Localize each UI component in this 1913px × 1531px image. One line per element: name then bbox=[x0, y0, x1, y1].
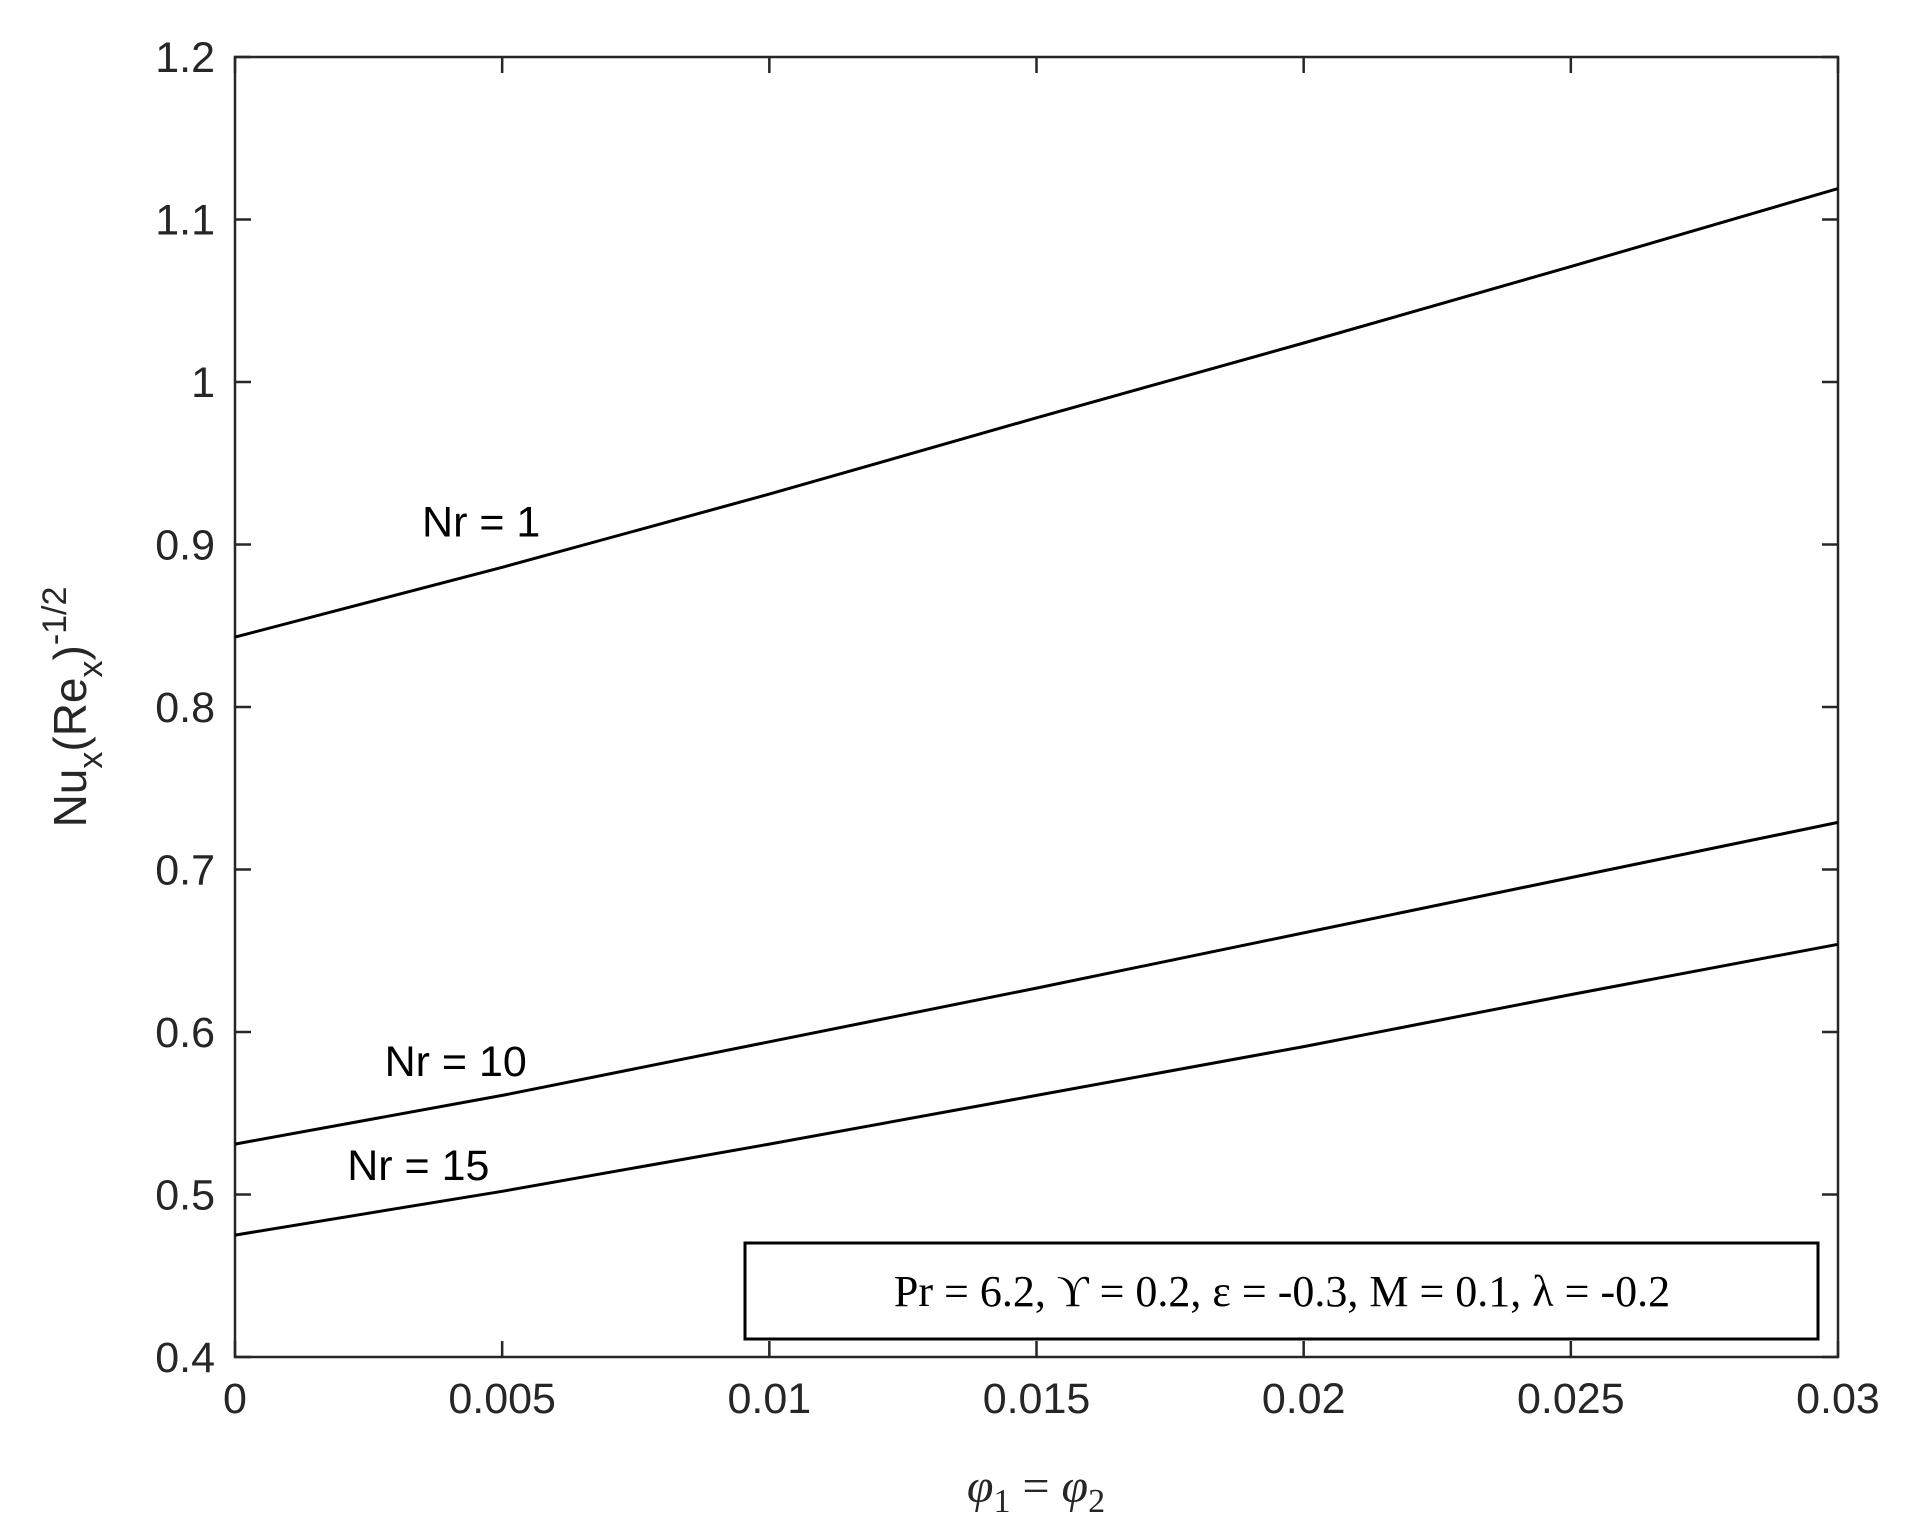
x-tick-label-2: 0.01 bbox=[727, 1375, 811, 1423]
y-tick-label-4: 0.8 bbox=[155, 684, 215, 732]
x-axis-label-eq: = bbox=[1010, 1460, 1061, 1513]
y-tick-label-3: 0.7 bbox=[155, 847, 215, 895]
y-axis-label-sub-a: x bbox=[72, 752, 110, 769]
plot-area bbox=[233, 55, 1840, 1359]
y-axis-label-sup: -1/2 bbox=[36, 587, 74, 646]
x-tick-label-1: 0.005 bbox=[448, 1375, 556, 1423]
series-line-1 bbox=[234, 820, 1839, 1146]
x-axis-ticks: 0 0.005 0.01 0.015 0.02 0.025 0.03 bbox=[223, 57, 1880, 1423]
x-tick-label-6: 0.03 bbox=[1796, 1375, 1880, 1423]
parameter-text: Pr = 6.2, ϒ = 0.2, ε = -0.3, M = 0.1, λ … bbox=[894, 1267, 1670, 1316]
x-tick-label-5: 0.025 bbox=[1517, 1375, 1625, 1423]
series-lines bbox=[234, 187, 1839, 1237]
y-tick-label-1: 0.5 bbox=[155, 1172, 215, 1220]
x-axis-label-main-2: φ bbox=[1062, 1460, 1089, 1513]
y-axis-ticks: 0.4 0.5 0.6 0.7 0.8 0.9 1 1.1 1.2 bbox=[155, 34, 1838, 1382]
x-axis-label-sub-2: 2 bbox=[1088, 1483, 1105, 1520]
x-axis-label-main-1: φ bbox=[967, 1460, 994, 1513]
y-axis-label-part-a: Nu bbox=[44, 769, 96, 828]
series-line-0 bbox=[234, 187, 1839, 639]
y-tick-label-0: 0.4 bbox=[155, 1334, 215, 1382]
y-axis-label-part-b: (Re bbox=[44, 677, 96, 751]
series-label-2: Nr = 15 bbox=[347, 1142, 489, 1190]
y-axis-label-sub-b: x bbox=[72, 660, 110, 677]
y-axis-label: Nux(Rex)-1/2 bbox=[36, 587, 110, 828]
y-tick-label-7: 1.1 bbox=[155, 197, 215, 245]
x-axis-label: φ1 = φ2 bbox=[967, 1460, 1105, 1520]
series-label-0: Nr = 1 bbox=[422, 498, 540, 546]
y-tick-label-6: 1 bbox=[191, 359, 215, 407]
x-axis-label-sub-1: 1 bbox=[993, 1483, 1010, 1520]
y-axis-label-part-c: ) bbox=[44, 645, 96, 660]
x-tick-label-4: 0.02 bbox=[1262, 1375, 1346, 1423]
series-line-2 bbox=[234, 942, 1839, 1237]
y-tick-label-8: 1.2 bbox=[155, 34, 215, 82]
x-tick-label-0: 0 bbox=[223, 1375, 247, 1423]
parameter-box bbox=[743, 1241, 1820, 1341]
y-tick-label-5: 0.9 bbox=[155, 522, 215, 570]
x-tick-label-3: 0.015 bbox=[983, 1375, 1091, 1423]
y-tick-label-2: 0.6 bbox=[155, 1009, 215, 1057]
series-labels: Nr = 1 Nr = 10 Nr = 15 bbox=[347, 498, 540, 1190]
series-label-1: Nr = 10 bbox=[385, 1038, 527, 1086]
